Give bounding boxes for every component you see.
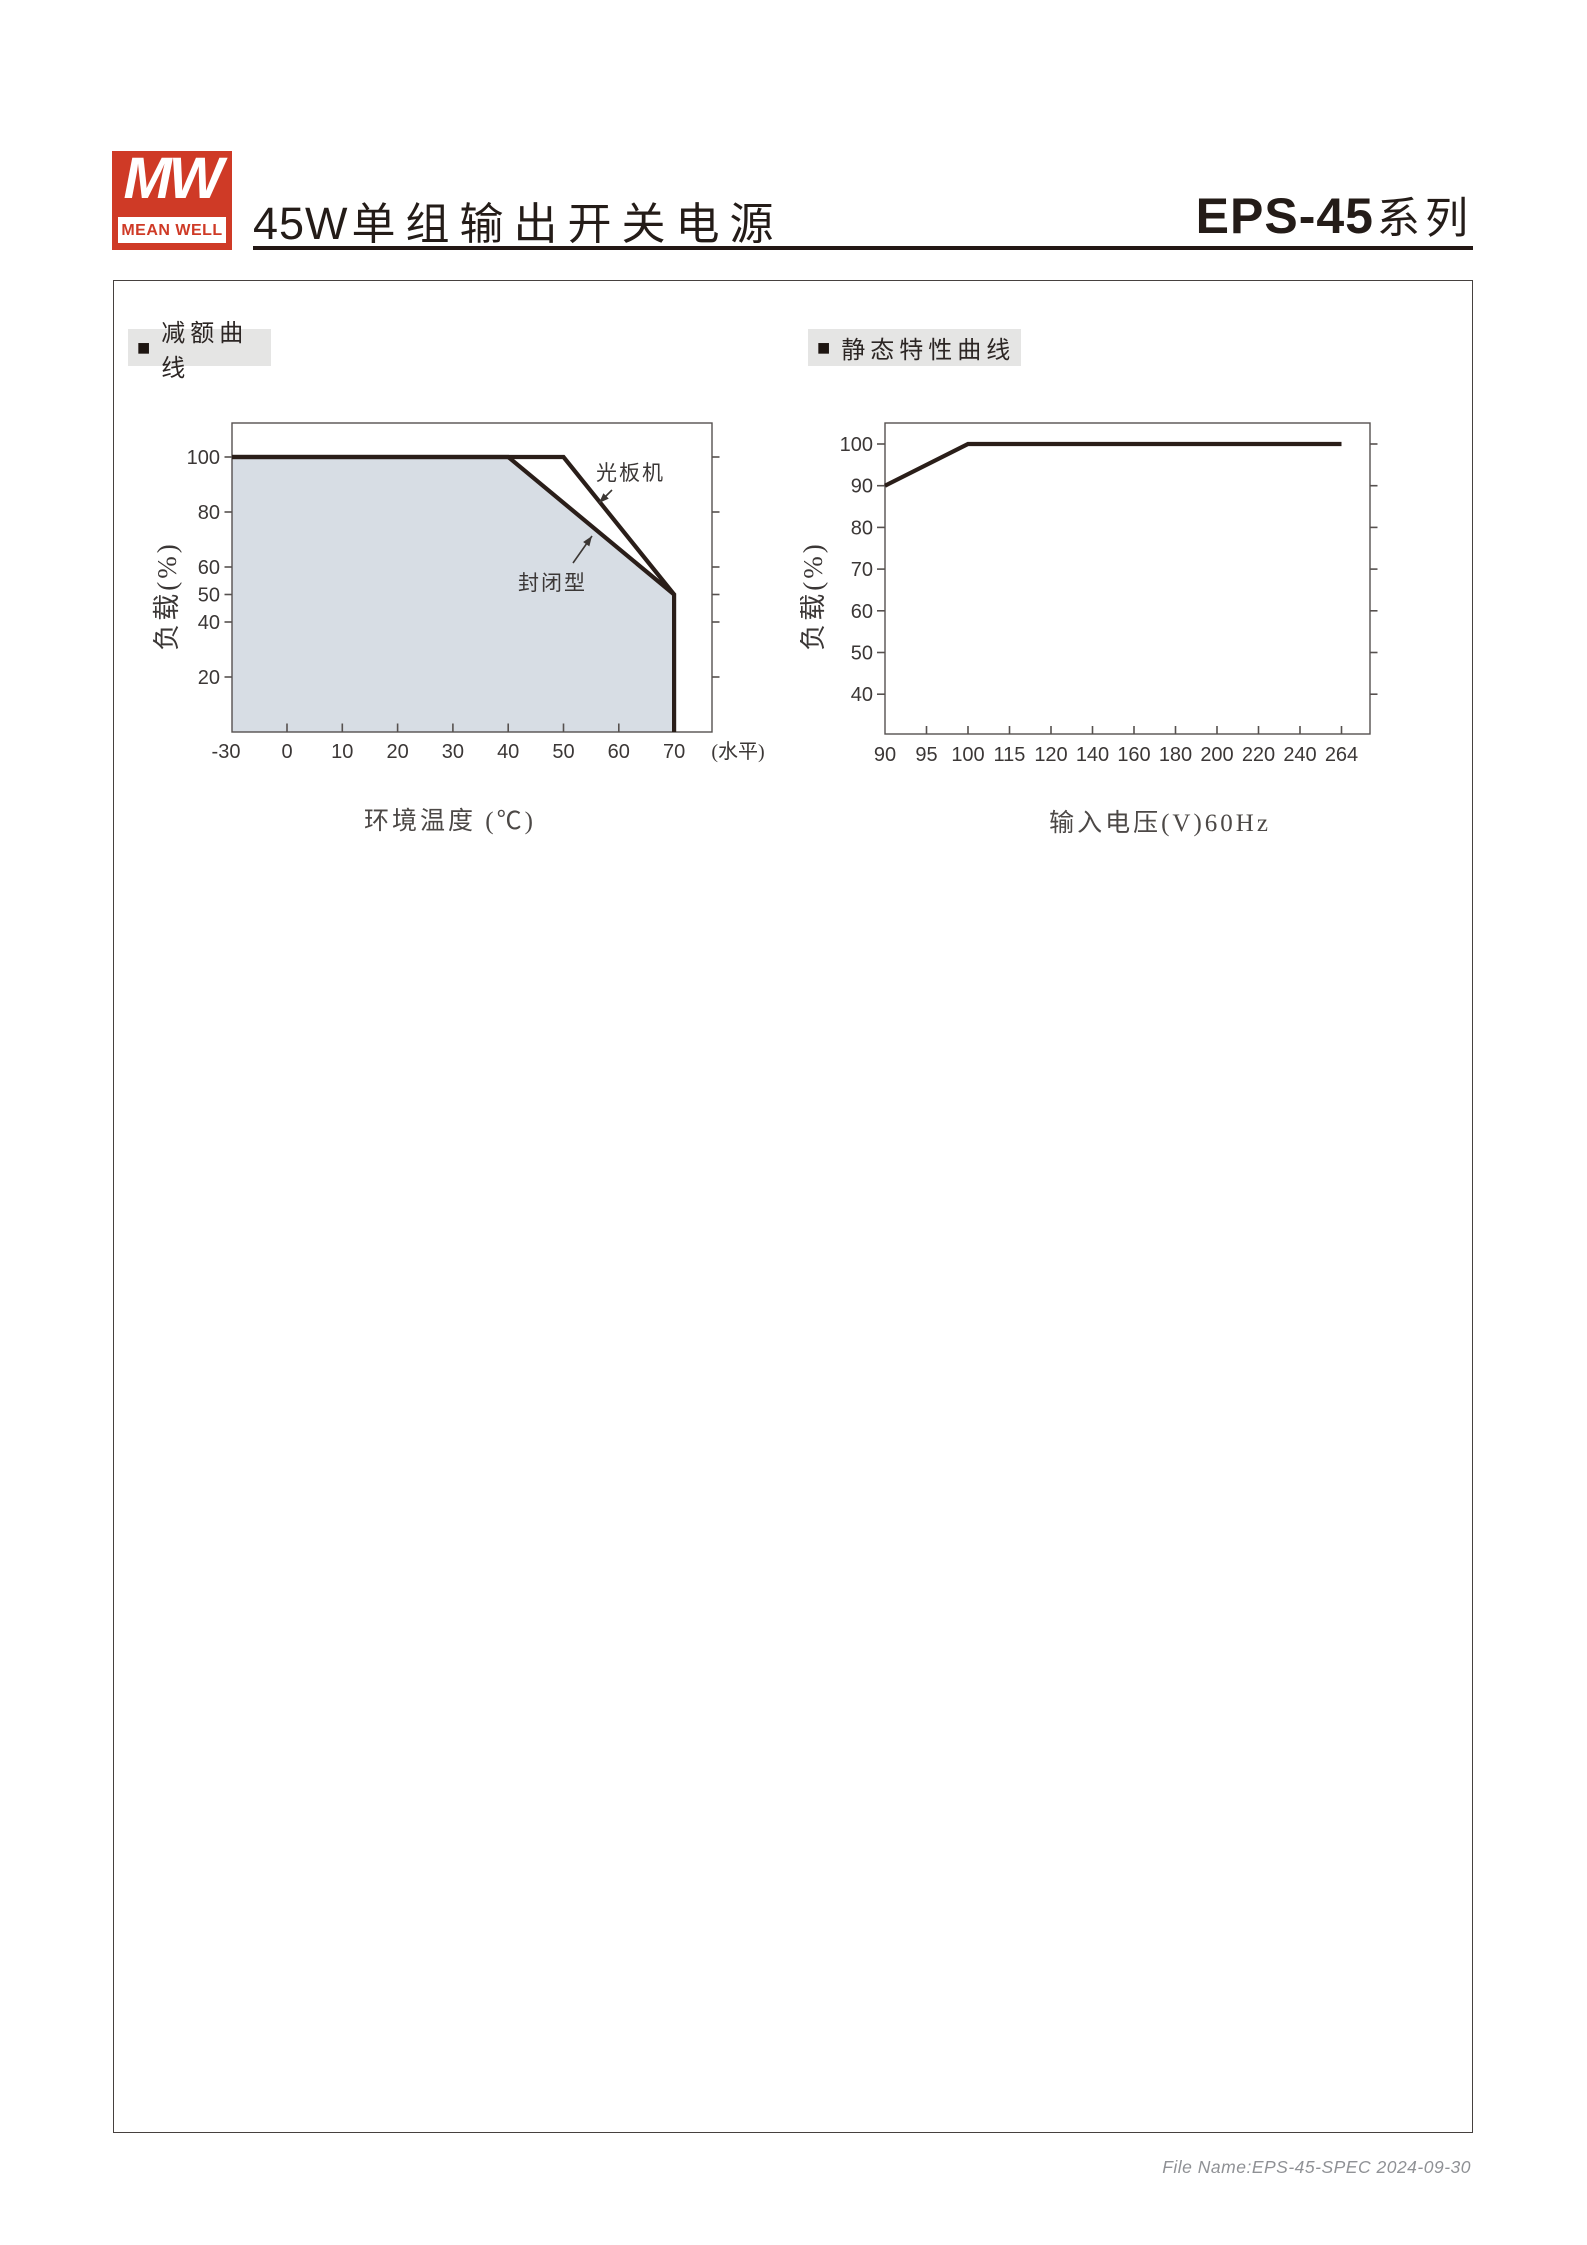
derating-xlabel: 环境温度 (℃) [364,808,536,835]
x-tick-label: 0 [281,741,292,763]
y-tick-label: 70 [851,559,873,581]
x-tick-label: 264 [1325,744,1358,766]
title-wattage: 45W [253,198,349,249]
annotation-enclosed-label: 封闭型 [518,571,587,595]
x-tick-label: 30 [442,741,464,763]
footer-file-info: File Name:EPS-45-SPEC 2024-09-30 [1162,2157,1471,2177]
x-tick-label: 140 [1076,744,1109,766]
x-tick-label: 160 [1117,744,1150,766]
section-title-derating: 减额曲线 [161,320,249,382]
section-header-derating: ■ 减额曲线 [128,321,271,382]
y-axis-title: 负载(%) [800,541,828,650]
y-tick-label: 60 [851,601,873,623]
series-model: EPS-45 [1195,188,1374,244]
y-tick-label: 90 [851,476,873,498]
x-tick-label: 95 [915,744,937,766]
x-tick-label: 40 [497,741,519,763]
plot-border [231,422,713,733]
y-tick-label: 40 [198,612,220,634]
y-tick-label: 50 [851,643,873,665]
derating-chart: 100 80 60 50 40 20 -30 0 10 20 30 40 50 60 70 (水平) 负载(%)… [152,422,765,763]
section-title-static: 静态特性曲线 [841,338,1016,364]
series-load-line [884,441,1342,488]
x-axis-suffix: (水平) [711,740,764,763]
logo-mw-monogram: MW [123,146,223,211]
static-chart: 100 90 80 70 60 50 40 90 95 100 115 120 140 160 180 200… [800,422,1378,766]
series-title: EPS-45系列 [1196,184,1473,246]
y-tick-label: 100 [840,434,873,456]
annotation-open-frame-label: 光板机 [596,461,665,485]
x-tick-label: 90 [874,744,896,766]
square-bullet-icon: ■ [817,334,831,360]
logo-brand-label: MEAN WELL [118,217,226,243]
meanwell-logo: MW MEAN WELL [112,146,232,250]
y-tick-label: 50 [198,585,220,607]
header-underline [253,246,1473,250]
y-tick-label: 60 [198,557,220,579]
y-tick-label: 40 [851,684,873,706]
y-tick-label: 100 [187,447,220,469]
x-tick-label: 240 [1283,744,1316,766]
series-enclosed [232,454,677,732]
title-text: 单组输出开关电源 [351,200,784,249]
x-tick-label: 100 [951,744,984,766]
x-tick-label: 115 [994,744,1026,766]
x-tick-label: -30 [212,741,241,763]
x-tick-label: 70 [663,741,685,763]
x-tick-label: 50 [552,741,574,763]
y-tick-label: 80 [198,502,220,524]
x-tick-label: 120 [1034,744,1067,766]
y-tick-label: 20 [198,667,220,689]
x-tick-label: 180 [1159,744,1192,766]
square-bullet-icon: ■ [137,334,151,360]
y-axis-title: 负载(%) [152,541,182,650]
y-tick-label: 80 [851,517,873,539]
section-header-static: ■ 静态特性曲线 [808,329,1021,366]
x-tick-label: 10 [331,741,353,763]
x-tick-label: 20 [386,741,408,763]
annotation-open-frame-arrow-head [599,493,609,503]
annotation-enclosed-arrow-head [583,536,592,547]
x-tick-label: 60 [608,741,630,763]
static-xlabel: 输入电压(V)60Hz [1049,810,1271,837]
x-tick-label: 200 [1200,744,1233,766]
plot-border [884,422,1371,735]
derating-area-fill [232,457,675,732]
x-tick-label: 220 [1242,744,1275,766]
page-title: 45W单组输出开关电源 [253,188,784,252]
series-suffix: 系列 [1377,196,1473,243]
